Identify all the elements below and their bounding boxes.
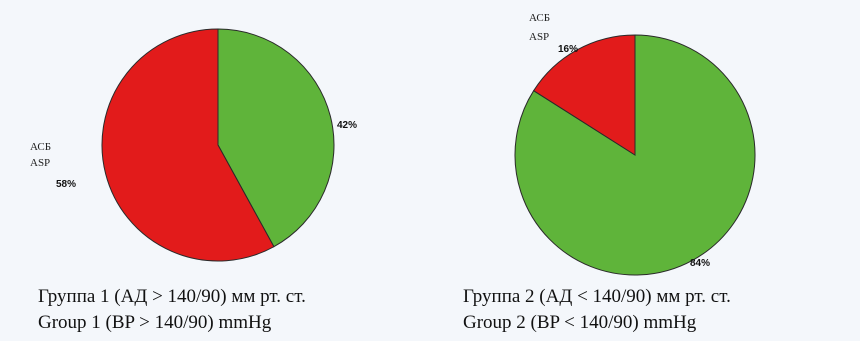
pie2-caption-ru: Группа 2 (АД < 140/90) мм рт. ст. xyxy=(463,286,731,307)
pie2-asp-percent: 16% xyxy=(558,44,578,55)
pie2-asp-label-en: ASP xyxy=(529,31,549,43)
pie1-asp-label-en: ASP xyxy=(30,157,50,169)
pie1-caption: Группа 1 (АД > 140/90) мм рт. ст. Group … xyxy=(38,284,306,336)
pie2-caption-en: Group 2 (BP < 140/90) mmHg xyxy=(463,312,697,333)
pie1-caption-ru: Группа 1 (АД > 140/90) мм рт. ст. xyxy=(38,286,306,307)
pie1-slice-asp xyxy=(101,28,275,262)
pie-chart-group-1 xyxy=(101,28,335,262)
pie2-slice-asp xyxy=(532,34,636,156)
pie1-asp-percent: 58% xyxy=(56,179,76,190)
pie2-other-percent: 84% xyxy=(690,258,710,269)
pie2-caption: Группа 2 (АД < 140/90) мм рт. ст. Group … xyxy=(463,284,731,336)
pie1-asp-label-ru: АСБ xyxy=(30,141,51,153)
pie1-slice-other xyxy=(217,28,335,248)
pie1-other-percent: 42% xyxy=(337,120,357,131)
pie-chart-group-2 xyxy=(514,34,756,276)
pie1-caption-en: Group 1 (BP > 140/90) mmHg xyxy=(38,312,272,333)
pie2-asp-label-ru: АСБ xyxy=(529,12,550,24)
